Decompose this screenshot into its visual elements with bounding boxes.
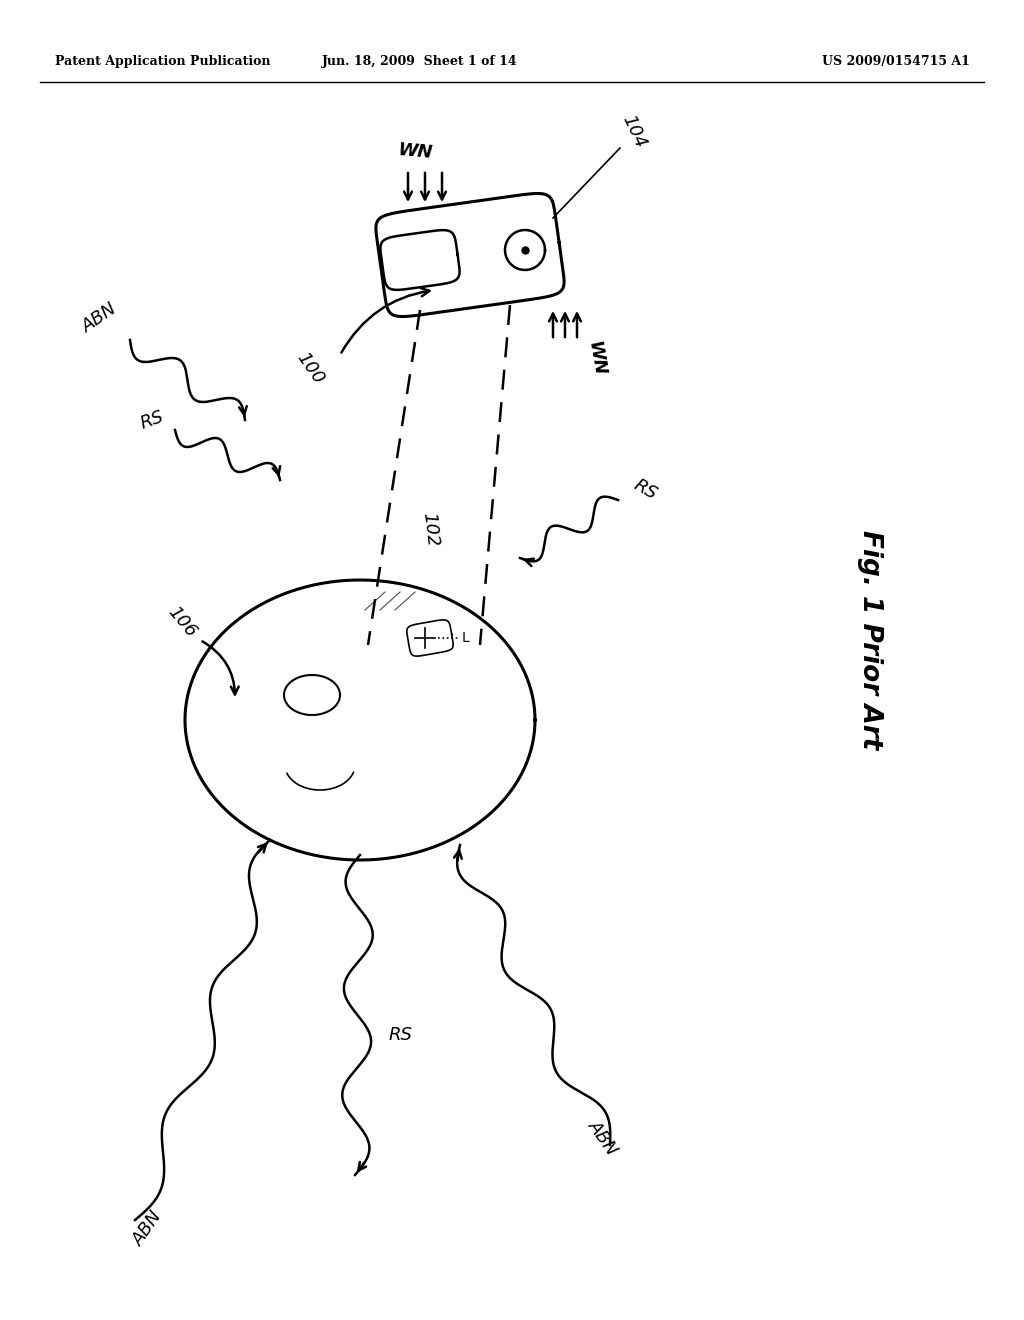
- Text: 100: 100: [293, 348, 328, 387]
- Text: 102: 102: [419, 512, 441, 548]
- Text: ABN: ABN: [79, 300, 121, 337]
- Text: ABN: ABN: [130, 1208, 166, 1249]
- Text: Fig. 1 Prior Art: Fig. 1 Prior Art: [857, 531, 883, 750]
- Text: 106: 106: [164, 603, 200, 642]
- Text: Jun. 18, 2009  Sheet 1 of 14: Jun. 18, 2009 Sheet 1 of 14: [323, 55, 518, 69]
- Text: WN: WN: [584, 339, 608, 376]
- Text: 104: 104: [618, 112, 649, 152]
- Text: ABN: ABN: [585, 1117, 622, 1159]
- Text: RS: RS: [388, 1026, 412, 1044]
- Text: RS: RS: [630, 477, 659, 504]
- Text: RS: RS: [137, 408, 166, 433]
- Text: WN: WN: [396, 141, 433, 162]
- Text: L: L: [462, 631, 470, 645]
- Text: Patent Application Publication: Patent Application Publication: [55, 55, 270, 69]
- Text: US 2009/0154715 A1: US 2009/0154715 A1: [822, 55, 970, 69]
